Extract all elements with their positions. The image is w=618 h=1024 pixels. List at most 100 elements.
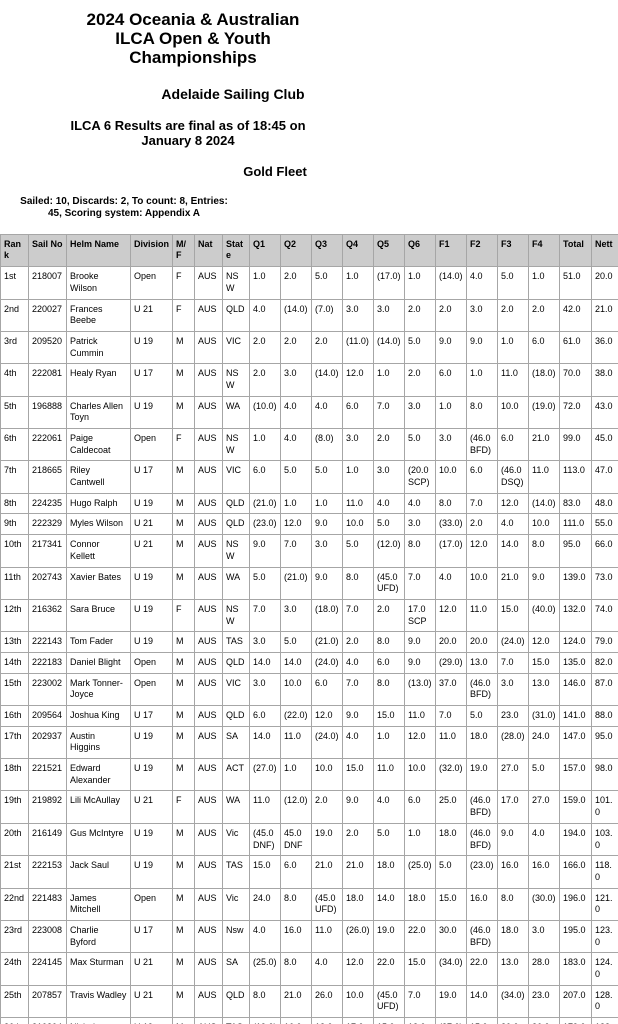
- table-cell: Riley Cantwell: [66, 460, 131, 494]
- table-cell: 16.0: [497, 855, 529, 889]
- table-cell: 6.0: [249, 705, 281, 727]
- table-cell: Vic: [222, 822, 250, 857]
- table-cell: M: [172, 492, 195, 515]
- column-header: Division: [130, 233, 173, 268]
- table-cell: 12.0: [404, 1017, 436, 1024]
- table-cell: (34.0): [497, 984, 529, 1019]
- results-status-note: ILCA 6 Results are final as of 18:45 on …: [8, 118, 368, 149]
- table-cell: 3.0: [249, 672, 281, 707]
- table-cell: (20.0 SCP): [404, 460, 436, 494]
- table-cell: SA: [222, 725, 250, 760]
- table-cell: 24th: [0, 952, 29, 986]
- table-cell: 14.0: [249, 725, 281, 760]
- table-cell: 4.0: [373, 790, 405, 824]
- table-row: 18th 221521 Edward Alexander U 19 M AUS ACT (27…: [0, 758, 618, 792]
- table-cell: 195.0: [559, 919, 592, 954]
- table-cell: 6.0: [342, 395, 374, 430]
- table-cell: 74.0: [591, 598, 618, 633]
- table-cell: 18.0: [373, 855, 405, 889]
- table-row: 22nd 221483 James Mitchell Open M AUS Vic 24.0 8…: [0, 887, 618, 921]
- table-cell: 48.0: [591, 492, 618, 515]
- table-cell: 30.0: [435, 919, 467, 954]
- table-cell: 72.0: [559, 395, 592, 430]
- table-cell: AUS: [194, 566, 223, 600]
- table-cell: 12th: [0, 598, 29, 633]
- table-cell: 8.0: [342, 566, 374, 600]
- table-cell: 3.0: [497, 672, 529, 707]
- table-cell: 1.0: [311, 492, 343, 515]
- table-cell: Joshua King: [66, 705, 131, 727]
- table-cell: 207857: [28, 984, 67, 1019]
- table-cell: 219892: [28, 790, 67, 824]
- table-cell: Paige Caldecoat: [66, 427, 131, 462]
- table-cell: VIC: [222, 460, 250, 494]
- column-header: Total: [559, 233, 592, 268]
- series-summary-line-1: Sailed: 10, Discards: 2, To count: 8, En…: [20, 195, 228, 207]
- table-cell: 3.0: [373, 460, 405, 494]
- table-cell: 132.0: [559, 598, 592, 633]
- table-cell: M: [172, 566, 195, 600]
- table-cell: 17.0 SCP: [404, 598, 436, 633]
- table-cell: AUS: [194, 855, 223, 889]
- table-cell: 38.0: [591, 363, 618, 397]
- table-cell: Open: [130, 651, 173, 674]
- table-row: 19th 219892 Lili McAullay U 21 F AUS WA 11.0 (12…: [0, 790, 618, 824]
- table-cell: 27.0: [497, 758, 529, 792]
- column-header: M/F: [172, 233, 195, 268]
- table-cell: Vic: [222, 887, 250, 921]
- table-cell: U 19: [130, 598, 173, 633]
- column-header: Q1: [249, 233, 281, 268]
- table-cell: M: [172, 330, 195, 365]
- table-cell: (10.0): [249, 395, 281, 430]
- table-cell: 61.0: [559, 330, 592, 365]
- table-cell: 8.0: [466, 395, 498, 430]
- table-cell: 223008: [28, 919, 67, 954]
- table-cell: 16.0: [280, 1017, 312, 1024]
- table-cell: (14.0): [528, 492, 560, 515]
- table-cell: AUS: [194, 672, 223, 707]
- table-cell: U 17: [130, 363, 173, 397]
- column-header: Nat: [194, 233, 223, 268]
- table-cell: (24.0): [311, 651, 343, 674]
- table-cell: 98.0: [591, 758, 618, 792]
- table-cell: Frances Beebe: [66, 298, 131, 332]
- results-status-line-1: ILCA 6 Results are final as of 18:45 on: [70, 118, 306, 134]
- table-cell: 6.0: [404, 790, 436, 824]
- table-cell: 111.0: [559, 513, 592, 536]
- table-cell: U 17: [130, 460, 173, 494]
- table-row: 11th 202743 Xavier Bates U 19 M AUS WA 5.0 (21.0…: [0, 566, 618, 600]
- table-cell: Lili McAullay: [66, 790, 131, 824]
- results-table: Rank Sail No Helm Name Division M/F Nat State Q…: [0, 233, 618, 1024]
- table-cell: TAS: [222, 1017, 250, 1024]
- table-cell: AUS: [194, 758, 223, 792]
- table-cell: 51.0: [559, 266, 592, 300]
- table-cell: 47.0: [591, 460, 618, 494]
- table-cell: AUS: [194, 363, 223, 397]
- table-cell: 166.0: [559, 855, 592, 889]
- table-cell: 1.0: [466, 363, 498, 397]
- table-cell: 8.0: [373, 672, 405, 707]
- table-cell: 9.0: [435, 330, 467, 365]
- table-cell: M: [172, 1017, 195, 1024]
- table-cell: AUS: [194, 631, 223, 653]
- table-cell: 1.0: [404, 266, 436, 300]
- table-cell: 1.0: [373, 363, 405, 397]
- table-cell: 6.0: [466, 460, 498, 494]
- table-cell: 20.0: [497, 1017, 529, 1024]
- table-cell: 87.0: [591, 672, 618, 707]
- table-cell: Gus McIntyre: [66, 822, 131, 857]
- table-cell: 9.0: [249, 534, 281, 568]
- table-cell: (31.0): [528, 705, 560, 727]
- table-cell: 5.0: [404, 427, 436, 462]
- table-cell: 124.0: [559, 631, 592, 653]
- table-cell: 196888: [28, 395, 67, 430]
- table-cell: 10.0: [342, 984, 374, 1019]
- table-cell: 24.0: [528, 725, 560, 760]
- table-cell: 222153: [28, 855, 67, 889]
- table-cell: M: [172, 672, 195, 707]
- table-row: 8th 224235 Hugo Ralph U 19 M AUS QLD (21.0) 1.0 1…: [0, 492, 618, 515]
- table-cell: AUS: [194, 427, 223, 462]
- table-cell: 4.0: [528, 822, 560, 857]
- table-cell: NSW: [222, 266, 250, 300]
- column-header: Nett: [591, 233, 618, 268]
